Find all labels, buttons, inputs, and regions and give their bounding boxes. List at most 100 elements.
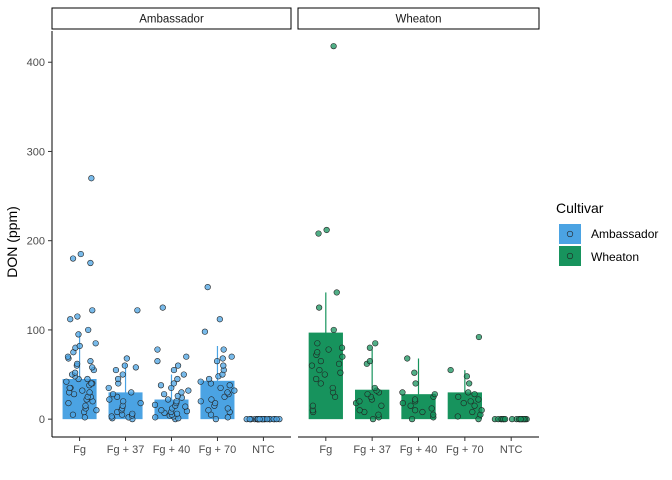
data-point xyxy=(356,398,363,405)
data-point xyxy=(173,410,181,417)
data-point xyxy=(408,416,416,423)
legend-label-wheaton: Wheaton xyxy=(591,250,639,264)
x-tick-label: NTC xyxy=(252,444,275,456)
y-tick-label: 300 xyxy=(27,146,45,158)
data-point xyxy=(471,391,478,398)
data-point xyxy=(329,384,336,392)
data-point xyxy=(87,259,94,267)
data-point xyxy=(317,380,324,387)
data-point xyxy=(412,380,419,387)
data-point xyxy=(197,398,204,405)
data-point xyxy=(469,408,476,416)
data-point xyxy=(246,416,253,423)
data-point xyxy=(369,416,377,423)
data-point xyxy=(74,360,81,367)
data-point xyxy=(454,413,461,420)
data-point xyxy=(74,313,81,320)
x-tick-label: Fg + 40 xyxy=(400,444,438,456)
data-point xyxy=(204,283,211,291)
data-point xyxy=(174,362,182,369)
data-point xyxy=(228,353,235,360)
data-point xyxy=(220,346,227,353)
data-point xyxy=(339,353,346,360)
legend-title: Cultivar xyxy=(556,200,604,216)
data-point xyxy=(174,375,181,383)
data-point xyxy=(219,355,226,362)
data-point xyxy=(466,380,473,387)
data-point xyxy=(85,326,92,334)
y-tick-label: 400 xyxy=(27,57,45,69)
data-point xyxy=(428,405,435,412)
data-point xyxy=(517,416,524,423)
data-point xyxy=(180,371,187,378)
x-tick-label: Fg xyxy=(319,444,332,456)
data-point xyxy=(338,344,346,351)
data-point xyxy=(325,346,332,353)
data-point xyxy=(431,391,438,398)
data-point xyxy=(411,369,418,376)
data-point xyxy=(112,366,120,374)
data-point xyxy=(216,316,223,323)
data-point xyxy=(119,371,126,378)
data-point xyxy=(455,393,462,400)
data-point xyxy=(330,43,337,50)
data-point xyxy=(330,326,337,334)
data-point xyxy=(108,413,115,420)
data-point xyxy=(86,389,93,396)
data-point xyxy=(366,344,373,351)
data-point xyxy=(206,375,213,383)
strip-background xyxy=(51,7,292,30)
data-point xyxy=(174,392,181,400)
data-point xyxy=(475,396,482,403)
data-point xyxy=(173,398,180,405)
data-point xyxy=(337,369,344,376)
data-point xyxy=(87,358,94,365)
data-point xyxy=(137,399,144,407)
data-point xyxy=(316,366,323,374)
data-point xyxy=(224,405,231,412)
data-point xyxy=(463,373,470,380)
strip-label: Ambassador xyxy=(139,14,204,26)
data-point xyxy=(92,340,99,347)
data-point xyxy=(88,175,95,182)
data-point xyxy=(314,340,321,347)
data-point xyxy=(205,407,212,414)
data-point xyxy=(79,387,86,394)
data-point xyxy=(212,416,219,423)
data-point xyxy=(231,387,238,394)
data-point xyxy=(333,289,340,296)
data-point xyxy=(375,411,382,418)
data-point xyxy=(121,362,128,369)
data-point xyxy=(371,384,378,392)
data-point xyxy=(170,366,178,374)
data-point xyxy=(88,380,95,387)
data-point xyxy=(465,389,472,396)
x-tick-label: Fg + 37 xyxy=(353,444,391,456)
y-tick-label: 0 xyxy=(39,414,45,426)
x-tick-label: Fg + 40 xyxy=(153,444,191,456)
data-point xyxy=(123,355,130,362)
x-tick-label: Fg + 70 xyxy=(199,444,237,456)
panel-1: Wheaton Fg Fg + 37 Fg + 40 Fg + 70 NTC xyxy=(297,7,540,456)
data-point xyxy=(159,304,166,311)
x-tick-label: Fg + 70 xyxy=(446,444,484,456)
data-point xyxy=(213,358,221,365)
data-point xyxy=(256,416,263,423)
data-point xyxy=(475,333,483,341)
y-tick-label: 200 xyxy=(27,236,45,248)
data-point xyxy=(447,366,454,374)
strip-label: Wheaton xyxy=(395,14,441,26)
data-point xyxy=(460,399,467,407)
legend-key-point-wheaton xyxy=(566,252,574,260)
data-point xyxy=(478,407,485,414)
data-point xyxy=(84,375,91,383)
data-point xyxy=(64,353,72,360)
data-point xyxy=(467,398,474,405)
data-point xyxy=(309,402,316,409)
panel-0: Ambassador 0 100 200 300 400 Fg Fg + 37 Fg + 40 F… xyxy=(27,7,292,456)
data-point xyxy=(151,401,159,408)
data-point xyxy=(407,402,414,409)
data-point xyxy=(364,391,371,398)
data-point xyxy=(71,369,79,376)
data-point xyxy=(76,342,83,350)
